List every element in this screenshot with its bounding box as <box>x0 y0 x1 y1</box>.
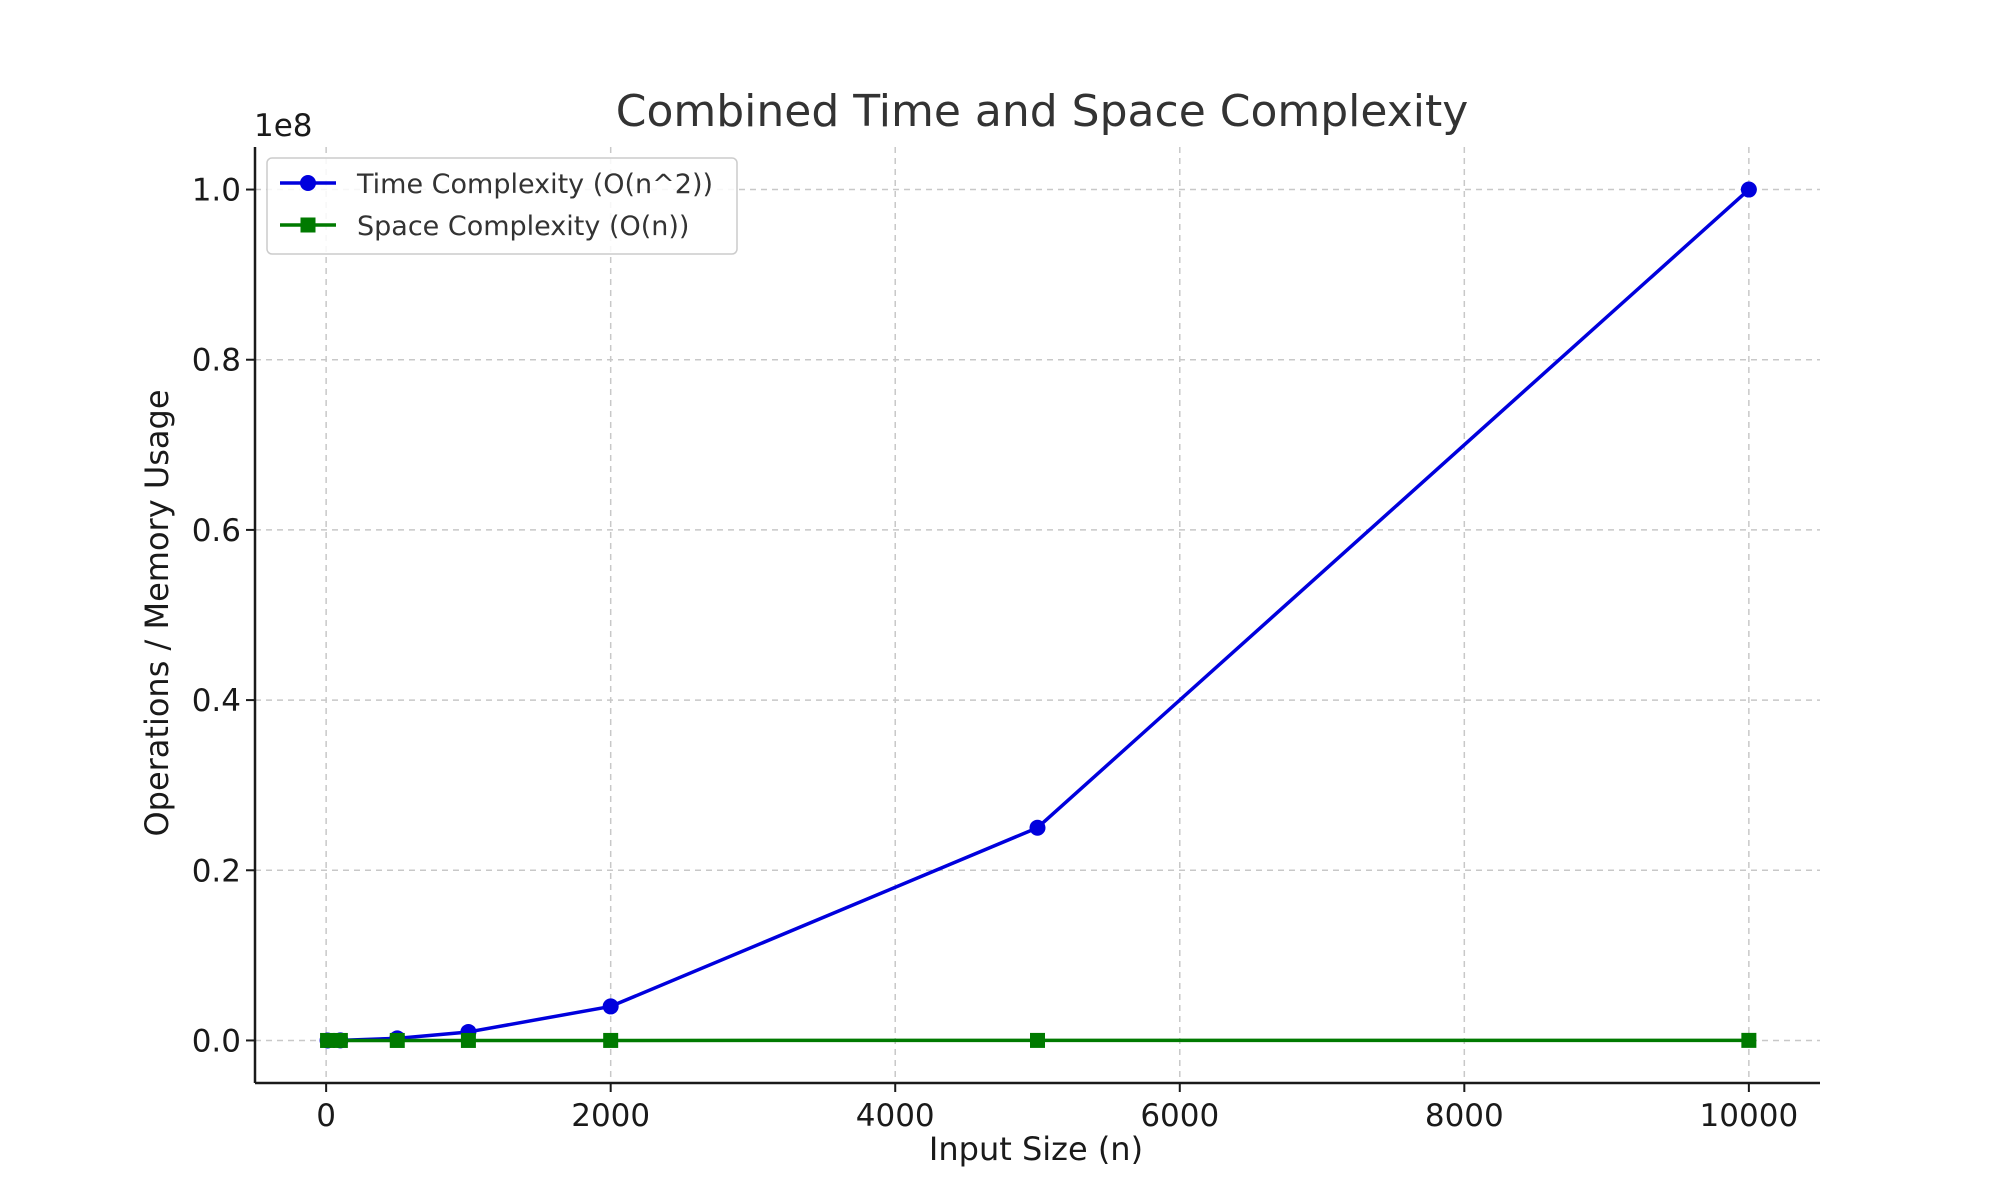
legend-marker <box>300 217 316 233</box>
y-axis-label: Operations / Memory Usage <box>138 389 176 836</box>
data-point <box>1030 1032 1045 1048</box>
legend-label: Time Complexity (O(n^2)) <box>356 169 713 200</box>
y-ticks: 0.0 0.2 0.4 0.6 0.8 1.0 <box>192 173 255 1059</box>
data-point <box>389 1032 405 1048</box>
legend-marker <box>300 175 316 191</box>
y-tick-label: 0.6 <box>192 513 241 549</box>
x-tick-label: 8000 <box>1425 1098 1504 1134</box>
series-1 <box>319 181 1757 1049</box>
series-2 <box>320 1032 1757 1048</box>
x-axis-label: Input Size (n) <box>929 1130 1143 1168</box>
grid-lines <box>255 147 1820 1083</box>
x-tick-label: 6000 <box>1140 1098 1219 1134</box>
legend-label: Space Complexity (O(n)) <box>357 211 689 242</box>
data-point <box>1029 819 1046 836</box>
legend: Time Complexity (O(n^2)) Space Complexity… <box>266 157 738 255</box>
chart-title: Combined Time and Space Complexity <box>616 86 1469 137</box>
data-point <box>460 1032 476 1048</box>
data-point <box>1741 1032 1757 1048</box>
data-point <box>603 1032 619 1048</box>
data-point <box>320 1032 336 1048</box>
legend-box <box>266 157 738 255</box>
y-tick-label: 0.8 <box>192 343 241 379</box>
x-tick-label: 0 <box>316 1098 336 1134</box>
x-tick-label: 10000 <box>1700 1098 1799 1134</box>
x-tick-label: 4000 <box>856 1098 935 1134</box>
y-axis-offset-label: 1e8 <box>254 108 313 144</box>
y-tick-label: 1.0 <box>192 173 241 209</box>
y-tick-label: 0.2 <box>192 853 241 889</box>
legend-item-1: Time Complexity (O(n^2)) <box>280 169 713 200</box>
x-ticks: 0 2000 4000 6000 8000 10000 <box>316 1083 1798 1134</box>
series-line <box>327 188 1751 1043</box>
series-layer <box>319 181 1757 1049</box>
data-point <box>1740 181 1757 198</box>
x-tick-label: 2000 <box>571 1098 650 1134</box>
data-point <box>332 1032 348 1048</box>
legend-item-2: Space Complexity (O(n)) <box>280 211 689 242</box>
y-tick-label: 0.4 <box>192 683 241 719</box>
y-tick-label: 0.0 <box>192 1023 241 1059</box>
data-point <box>602 998 619 1015</box>
